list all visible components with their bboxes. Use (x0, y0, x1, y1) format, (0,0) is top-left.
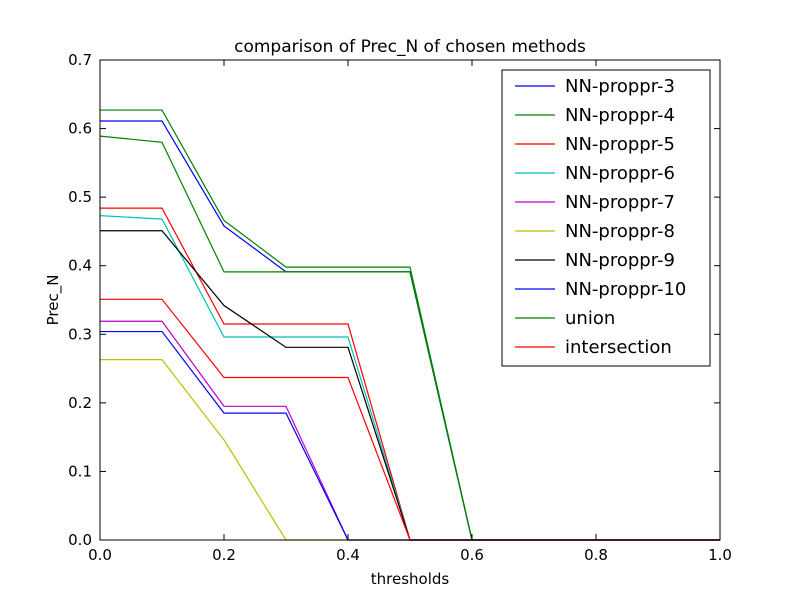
legend-label-NN-proppr-10: NN-proppr-10 (565, 279, 686, 300)
x-tick-label: 0.4 (336, 546, 360, 564)
y-tick-label: 0.5 (68, 188, 92, 206)
legend-label-NN-proppr-6: NN-proppr-6 (565, 163, 675, 184)
legend-label-NN-proppr-5: NN-proppr-5 (565, 134, 675, 155)
y-tick-label: 0.1 (68, 462, 92, 480)
legend-label-NN-proppr-7: NN-proppr-7 (565, 192, 675, 213)
y-tick-label: 0.7 (68, 51, 92, 69)
x-axis-label: thresholds (371, 570, 450, 588)
tick-layer: 0.0 0.2 0.4 0.6 0.8 1.0 0.0 0.1 0.2 0.3 0.4 0.5 0.6 0… (68, 51, 732, 564)
series-line-NN-proppr-8 (100, 359, 720, 541)
x-tick-label: 1.0 (708, 546, 732, 564)
legend-label-NN-proppr-9: NN-proppr-9 (565, 250, 675, 271)
legend-label-NN-proppr-8: NN-proppr-8 (565, 221, 675, 242)
legend-label-NN-proppr-3: NN-proppr-3 (565, 76, 675, 97)
x-tick-label: 0.0 (88, 546, 112, 564)
y-tick-label: 0.6 (68, 120, 92, 138)
y-tick-label: 0.0 (68, 531, 92, 549)
y-tick-label: 0.2 (68, 394, 92, 412)
x-tick-label: 0.8 (584, 546, 608, 564)
legend-label-NN-proppr-4: NN-proppr-4 (565, 105, 675, 126)
chart-title: comparison of Prec_N of chosen methods (234, 37, 586, 57)
y-axis-label: Prec_N (44, 275, 63, 326)
x-tick-label: 0.2 (212, 546, 236, 564)
x-tick-label: 0.6 (460, 546, 484, 564)
legend: NN-proppr-3 NN-proppr-4 NN-proppr-5 NN-prop… (501, 69, 711, 367)
legend-label-intersection: intersection (565, 337, 672, 358)
legend-box (501, 69, 711, 367)
y-tick-label: 0.4 (68, 257, 92, 275)
plot-frame (99, 59, 721, 541)
y-tick-label: 0.3 (68, 325, 92, 343)
legend-label-union: union (565, 308, 615, 329)
